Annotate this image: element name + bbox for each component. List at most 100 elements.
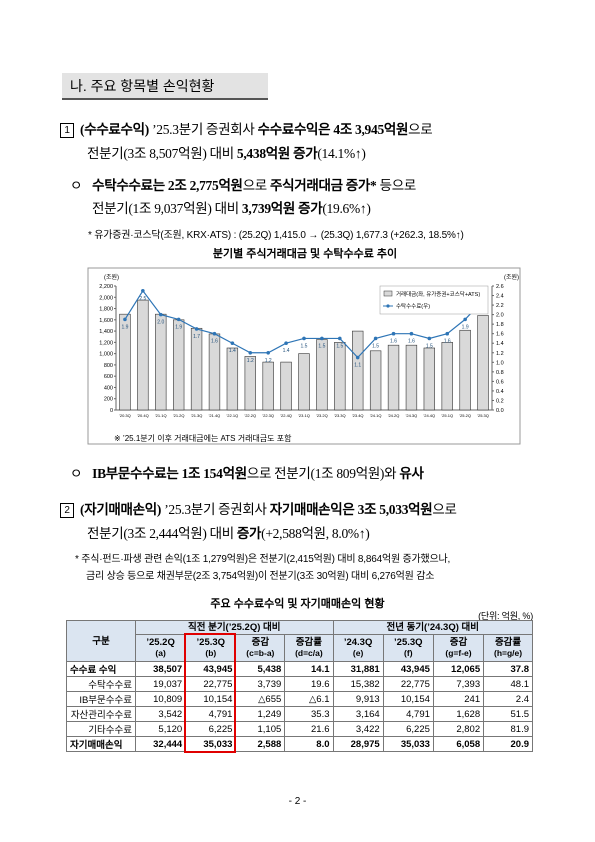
text: (14.1%↑) (317, 146, 366, 161)
text: (자기매매손익) (80, 502, 162, 517)
text: ’25.3분기 증권회사 (149, 122, 258, 137)
data-label: 1.5 (318, 343, 325, 349)
chart: 분기별 주식거래대금 및 수탁수수료 추이 (조원) (조원) ※ ’25.1분… (87, 248, 521, 445)
table-cell: 3,422 (332, 721, 384, 737)
text: 주식거래대금 증가* (270, 178, 377, 193)
table-cell: 19,037 (134, 676, 187, 692)
row-label: 수탁수수료 (66, 676, 136, 692)
text: 증가 (236, 526, 262, 541)
line-marker (391, 331, 396, 336)
item-marker: 1 (60, 123, 74, 138)
table-title: 주요 수수료수익 및 자기매매손익 현황 (210, 598, 385, 610)
header-cell: ’25.2Q (a) (134, 634, 187, 662)
x-tick-label: '24.2Q (388, 413, 400, 418)
table-cell: 10,154 (185, 691, 237, 707)
x-tick-label: '24.3Q (406, 413, 418, 418)
header-cell: 증감률 (h=g/e) (483, 634, 533, 662)
bar (208, 333, 221, 411)
table-cell: 3,542 (134, 706, 187, 722)
header-cell: ’25.3Q (f) (382, 634, 434, 662)
table: 구분 직전 분기(’25.2Q) 대비 전년 동기(’24.3Q) 대비 ’25.2Q… (66, 620, 533, 752)
text: 으로 (408, 122, 433, 137)
header-formula: (f) (404, 648, 413, 658)
table-cell: 6,058 (432, 736, 485, 752)
table-cell: 81.9 (483, 721, 533, 737)
row-label: IB부문수수료 (66, 691, 136, 707)
x-tick-label: '24.1Q (370, 413, 382, 418)
table-cell: 38,507 (134, 661, 187, 677)
header-text: 증감 (251, 637, 270, 648)
line-marker (158, 312, 163, 317)
table-cell: 10,809 (134, 691, 187, 707)
text: 등으로 (376, 178, 417, 193)
text: 으로 (242, 178, 271, 193)
x-tick-label: '22.3Q (262, 413, 274, 418)
legend-label: 수탁수수료(우) (396, 303, 430, 310)
text: 3,739억원 증가 (241, 201, 323, 216)
table-cell: 20.9 (483, 736, 533, 752)
text: 전분기(3조 2,444억원) 대비 (87, 526, 237, 541)
x-tick-label: '21.4Q (209, 413, 221, 418)
line-marker (141, 288, 145, 293)
line-marker (445, 331, 450, 336)
table-cell: △6.1 (284, 691, 334, 707)
x-tick-label: '20.4Q (137, 413, 149, 418)
bullet-line: ㅇ IB부문수수료는 1조 154억원으로 전분기(1조 809억원)와 유사 (70, 462, 424, 482)
line-marker (427, 336, 432, 341)
table-cell: 35.3 (284, 706, 334, 722)
bar (155, 313, 167, 411)
data-label: 1.2 (265, 358, 272, 364)
data-label: 1.1 (354, 363, 361, 369)
header-text: 증감 (449, 637, 468, 648)
line-marker (176, 317, 181, 322)
line-marker (373, 336, 378, 341)
data-label: 1.5 (372, 343, 379, 349)
y2-tick-label: 2.2 (496, 303, 504, 309)
line-marker (194, 327, 199, 331)
y-tick-label: 1,000 (99, 352, 113, 358)
line-marker (212, 331, 217, 336)
line-marker (302, 336, 306, 341)
table-row: 구분 직전 분기(’25.2Q) 대비 전년 동기(’24.3Q) 대비 (66, 620, 533, 662)
bar (423, 347, 436, 411)
y2-tick-label: 2.6 (496, 284, 504, 290)
table-cell: 48.1 (483, 676, 533, 692)
bar (477, 315, 489, 411)
table-cell: 5,120 (134, 721, 187, 737)
header-formula: (d=c/a) (295, 648, 323, 658)
table-cell: 21.6 (284, 721, 334, 737)
x-tick-label: '23.2Q (316, 413, 328, 418)
bar (280, 361, 292, 411)
text: 자기매매손익은 3조 5,033억원 (269, 502, 433, 517)
legend-label: 거래대금(좌, 유가증권+코스닥+ATS) (396, 290, 480, 298)
data-label: 1.6 (211, 339, 218, 345)
header-formula: (b) (205, 648, 217, 658)
line-marker (123, 317, 127, 322)
chart-title: 분기별 주식거래대금 및 수탁수수료 추이 (213, 248, 397, 260)
text: 전분기(1조 9,037억원) 대비 (92, 201, 242, 216)
bar (190, 327, 203, 411)
text: 전분기(3조 8,507억원) 대비 (87, 146, 237, 161)
line-marker (355, 355, 360, 360)
y2-tick-label: 2.4 (496, 294, 504, 300)
table-unit: (단위: 억원, %) (478, 611, 533, 621)
table-cell: 7,393 (432, 676, 485, 692)
bar (405, 344, 418, 411)
row-label: 자산관리수수료 (66, 706, 136, 722)
bar (334, 342, 346, 411)
x-tick-label: '22.4Q (280, 413, 292, 418)
y-tick-label: 600 (104, 374, 113, 380)
header-text: 증감률 (295, 637, 322, 648)
x-tick-label: '23.3Q (334, 413, 346, 418)
header-text: ’25.3Q (394, 637, 423, 648)
table-row: 자기매매손익 32,444 35,033 2,588 8.0 28,975 35,033 6,… (66, 736, 533, 752)
table-cell: 4,791 (185, 706, 237, 722)
data-label: 1.2 (247, 358, 254, 364)
y2-tick-label: 0.8 (496, 370, 504, 376)
data-label: 1.5 (426, 343, 433, 349)
x-tick-label: '21.3Q (191, 413, 203, 418)
y-tick-label: 1,200 (99, 340, 113, 346)
y2-tick-label: 0.6 (496, 379, 504, 385)
data-label: 1.9 (175, 324, 182, 330)
line-marker (230, 341, 235, 346)
